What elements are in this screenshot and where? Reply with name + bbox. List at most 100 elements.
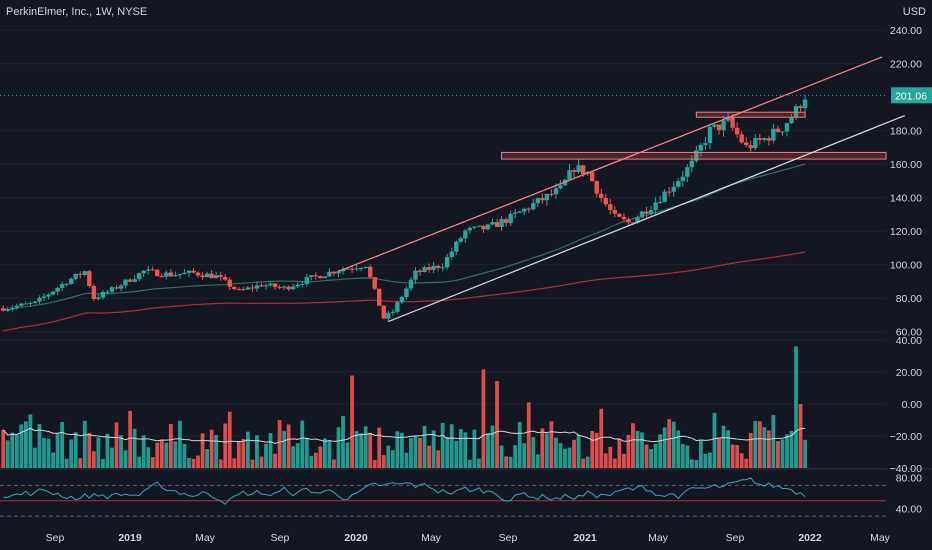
volume-bar bbox=[653, 443, 658, 468]
time-tick-label: May bbox=[421, 532, 442, 544]
candle-body bbox=[59, 284, 65, 289]
candle-body bbox=[358, 267, 364, 269]
volume-bar bbox=[776, 441, 780, 468]
volume-bar bbox=[14, 435, 19, 468]
candle-body bbox=[657, 201, 663, 203]
volume-bar bbox=[626, 434, 631, 468]
candle-body bbox=[68, 278, 74, 285]
volume-bar bbox=[268, 432, 273, 468]
candle-body bbox=[227, 279, 232, 287]
volume-bar bbox=[676, 430, 681, 468]
volume-bar bbox=[259, 456, 264, 468]
volume-bar bbox=[205, 449, 210, 468]
volume-bar bbox=[445, 437, 450, 468]
volume-bar bbox=[168, 424, 173, 468]
candle-body bbox=[766, 138, 772, 141]
candle-body bbox=[612, 210, 618, 214]
volume-bar bbox=[680, 443, 685, 468]
volume-bar bbox=[748, 432, 753, 468]
volume-bar bbox=[495, 381, 499, 468]
candle-body bbox=[553, 188, 559, 195]
candle-body bbox=[5, 308, 10, 311]
candle-body bbox=[780, 131, 785, 133]
volume-bar bbox=[159, 439, 164, 468]
candle-body bbox=[648, 210, 654, 214]
volume-bar bbox=[567, 447, 572, 468]
volume-bar bbox=[223, 423, 228, 468]
candle-body bbox=[209, 273, 214, 279]
candle-body bbox=[132, 279, 137, 282]
candle-body bbox=[567, 170, 572, 180]
volume-bar bbox=[273, 453, 277, 468]
candle-body bbox=[685, 167, 690, 177]
volume-bar bbox=[101, 459, 105, 468]
chart-title: PerkinElmer, Inc., 1W, NYSE bbox=[6, 6, 148, 18]
candle-body bbox=[173, 275, 178, 277]
price-tick-label: 140.00 bbox=[890, 193, 922, 205]
channel-top bbox=[338, 56, 883, 272]
volume-bar bbox=[23, 421, 28, 468]
candle-body bbox=[32, 301, 38, 303]
candle-body bbox=[109, 287, 115, 292]
volume-bar bbox=[413, 436, 418, 468]
candle-body bbox=[1, 308, 6, 311]
candle-body bbox=[707, 126, 713, 143]
candle-body bbox=[146, 269, 151, 271]
candle-body bbox=[440, 267, 445, 269]
price-tick-label: 160.00 bbox=[890, 159, 922, 171]
volume-bar bbox=[585, 456, 590, 468]
candle-body bbox=[155, 269, 160, 277]
volume-bar bbox=[214, 435, 219, 468]
volume-bar bbox=[241, 439, 246, 468]
candle-body bbox=[757, 138, 762, 140]
volume-bar bbox=[549, 421, 554, 468]
volume-bar bbox=[354, 431, 359, 468]
candle-body bbox=[422, 267, 427, 273]
candle-body bbox=[445, 256, 450, 268]
volume-bar bbox=[409, 438, 413, 468]
time-tick-label: Sep bbox=[46, 532, 65, 544]
candle-body bbox=[603, 197, 608, 205]
candle-body bbox=[78, 273, 83, 275]
candle-body bbox=[386, 312, 391, 319]
volume-bar bbox=[390, 450, 395, 468]
volume-bar bbox=[685, 445, 690, 468]
volume-bar bbox=[794, 346, 798, 468]
volume-bar bbox=[105, 433, 110, 468]
candle-body bbox=[123, 279, 128, 286]
price-tick-label: 80.00 bbox=[896, 293, 922, 305]
volume-bar bbox=[753, 421, 758, 468]
candle-body bbox=[245, 287, 251, 290]
volume-bar bbox=[372, 459, 377, 468]
volume-bar bbox=[232, 458, 237, 468]
volume-bar bbox=[640, 432, 644, 468]
last-price-label: 201.06 bbox=[895, 90, 927, 102]
volume-bar bbox=[576, 435, 581, 468]
volume-tick-label: −20.00 bbox=[890, 431, 923, 443]
volume-bar bbox=[363, 426, 368, 468]
rsi-tick-label: 80.00 bbox=[896, 473, 922, 485]
candle-body bbox=[114, 287, 119, 289]
volume-bar bbox=[132, 428, 137, 468]
volume-bar bbox=[187, 457, 191, 468]
volume-bar bbox=[803, 439, 808, 468]
candle-body bbox=[571, 170, 577, 172]
candle-body bbox=[626, 219, 631, 223]
candle-body bbox=[698, 144, 704, 151]
candle-body bbox=[37, 297, 42, 302]
volume-bar bbox=[477, 458, 481, 468]
candle-body bbox=[753, 138, 758, 149]
volume-bar bbox=[771, 415, 776, 468]
volume-tick-label: 0.00 bbox=[902, 399, 923, 411]
volume-bar bbox=[766, 430, 771, 468]
candle-body bbox=[494, 222, 500, 227]
candle-body bbox=[517, 211, 522, 213]
candle-body bbox=[354, 268, 359, 270]
last-price-badge bbox=[891, 87, 932, 104]
candle-body bbox=[617, 213, 622, 217]
candle-body bbox=[576, 165, 581, 172]
volume-bar bbox=[395, 431, 400, 468]
candle-body bbox=[522, 208, 527, 212]
volume-bar bbox=[558, 443, 563, 468]
